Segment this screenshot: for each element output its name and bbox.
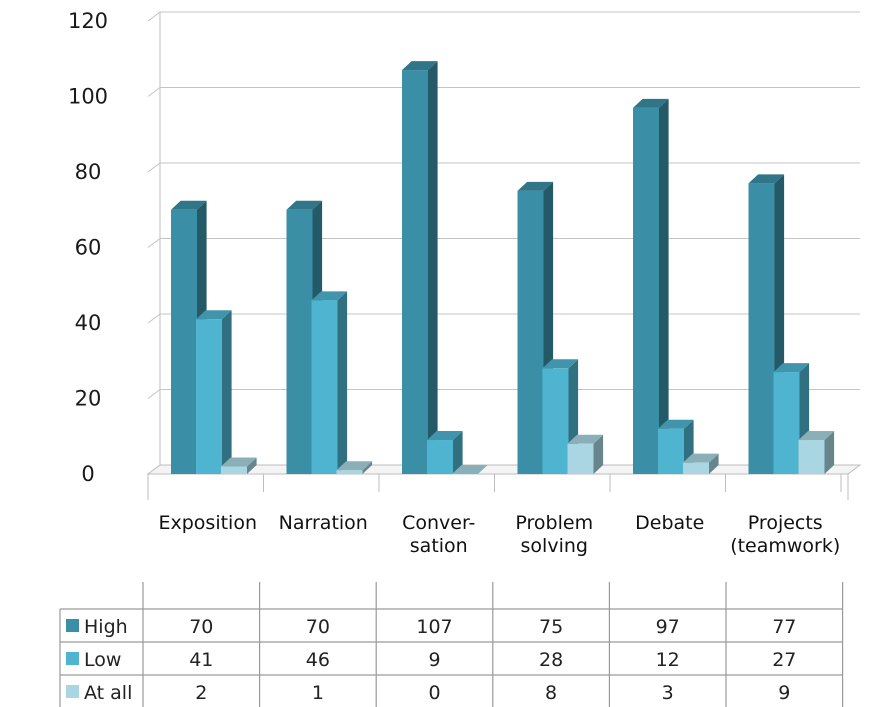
data-table-cell: 75	[539, 616, 563, 638]
data-table-cell: 9	[428, 649, 440, 671]
gridline-side	[147, 87, 161, 97]
legend-label: Low	[84, 649, 121, 671]
category-label: (teamwork)	[730, 535, 840, 557]
legend-label: At all	[84, 682, 132, 704]
y-tick-label: 80	[75, 160, 102, 184]
category-label: Projects	[748, 512, 823, 534]
category-label: sation	[410, 535, 468, 557]
y-tick-label: 20	[75, 387, 102, 411]
category-label: Problem	[515, 512, 593, 534]
data-table-cell: 3	[662, 682, 674, 704]
y-tick-label: 40	[75, 311, 102, 335]
gridline-side	[147, 11, 161, 22]
gridline-side	[147, 238, 161, 248]
legend-key-at-all	[66, 685, 79, 698]
data-table-cell: 8	[545, 682, 557, 704]
bar-at-all-0	[221, 457, 257, 474]
legend-label: High	[84, 616, 128, 638]
category-label: Narration	[279, 512, 368, 534]
legend-key-high	[66, 619, 79, 632]
data-table-cell: 97	[656, 616, 680, 638]
gridline-side	[147, 389, 161, 399]
data-table-cell: 70	[306, 616, 330, 638]
gridline-side	[147, 313, 161, 324]
y-tick-label: 120	[68, 9, 108, 33]
bar-high-2	[402, 61, 438, 474]
bar-at-all-1	[336, 461, 373, 474]
bar-at-all-3	[567, 434, 604, 474]
bar-high-4	[633, 98, 669, 474]
bar-at-all-4	[683, 453, 719, 474]
data-table-cell: 41	[189, 649, 213, 671]
data-table-cell: 0	[428, 682, 440, 704]
data-table-cell: 70	[189, 616, 213, 638]
data-table-cell: 12	[656, 649, 680, 671]
data-table-cell: 28	[539, 649, 563, 671]
y-tick-label: 0	[81, 462, 94, 486]
y-tick-label: 60	[75, 236, 102, 260]
data-table-cell: 1	[312, 682, 324, 704]
bar-high-5	[748, 174, 785, 474]
data-table-cell: 107	[416, 616, 452, 638]
data-table-cell: 27	[772, 649, 796, 671]
bar-at-all-5	[798, 431, 835, 474]
y-tick-label: 100	[68, 85, 108, 109]
data-table-cell: 9	[778, 682, 790, 704]
category-label: Conver-	[402, 512, 475, 534]
bar-low-2	[427, 431, 463, 474]
bar-at-all-2	[452, 465, 488, 475]
data-table-cell: 46	[306, 649, 330, 671]
category-label: solving	[521, 535, 588, 557]
bar-low-1	[311, 291, 348, 474]
gridline-side	[147, 162, 161, 173]
category-label: Debate	[635, 512, 704, 534]
data-table-cell: 77	[772, 616, 796, 638]
bar-low-0	[196, 310, 232, 474]
data-table-cell: 2	[195, 682, 207, 704]
category-label: Exposition	[158, 512, 257, 534]
legend-key-low	[66, 652, 79, 665]
